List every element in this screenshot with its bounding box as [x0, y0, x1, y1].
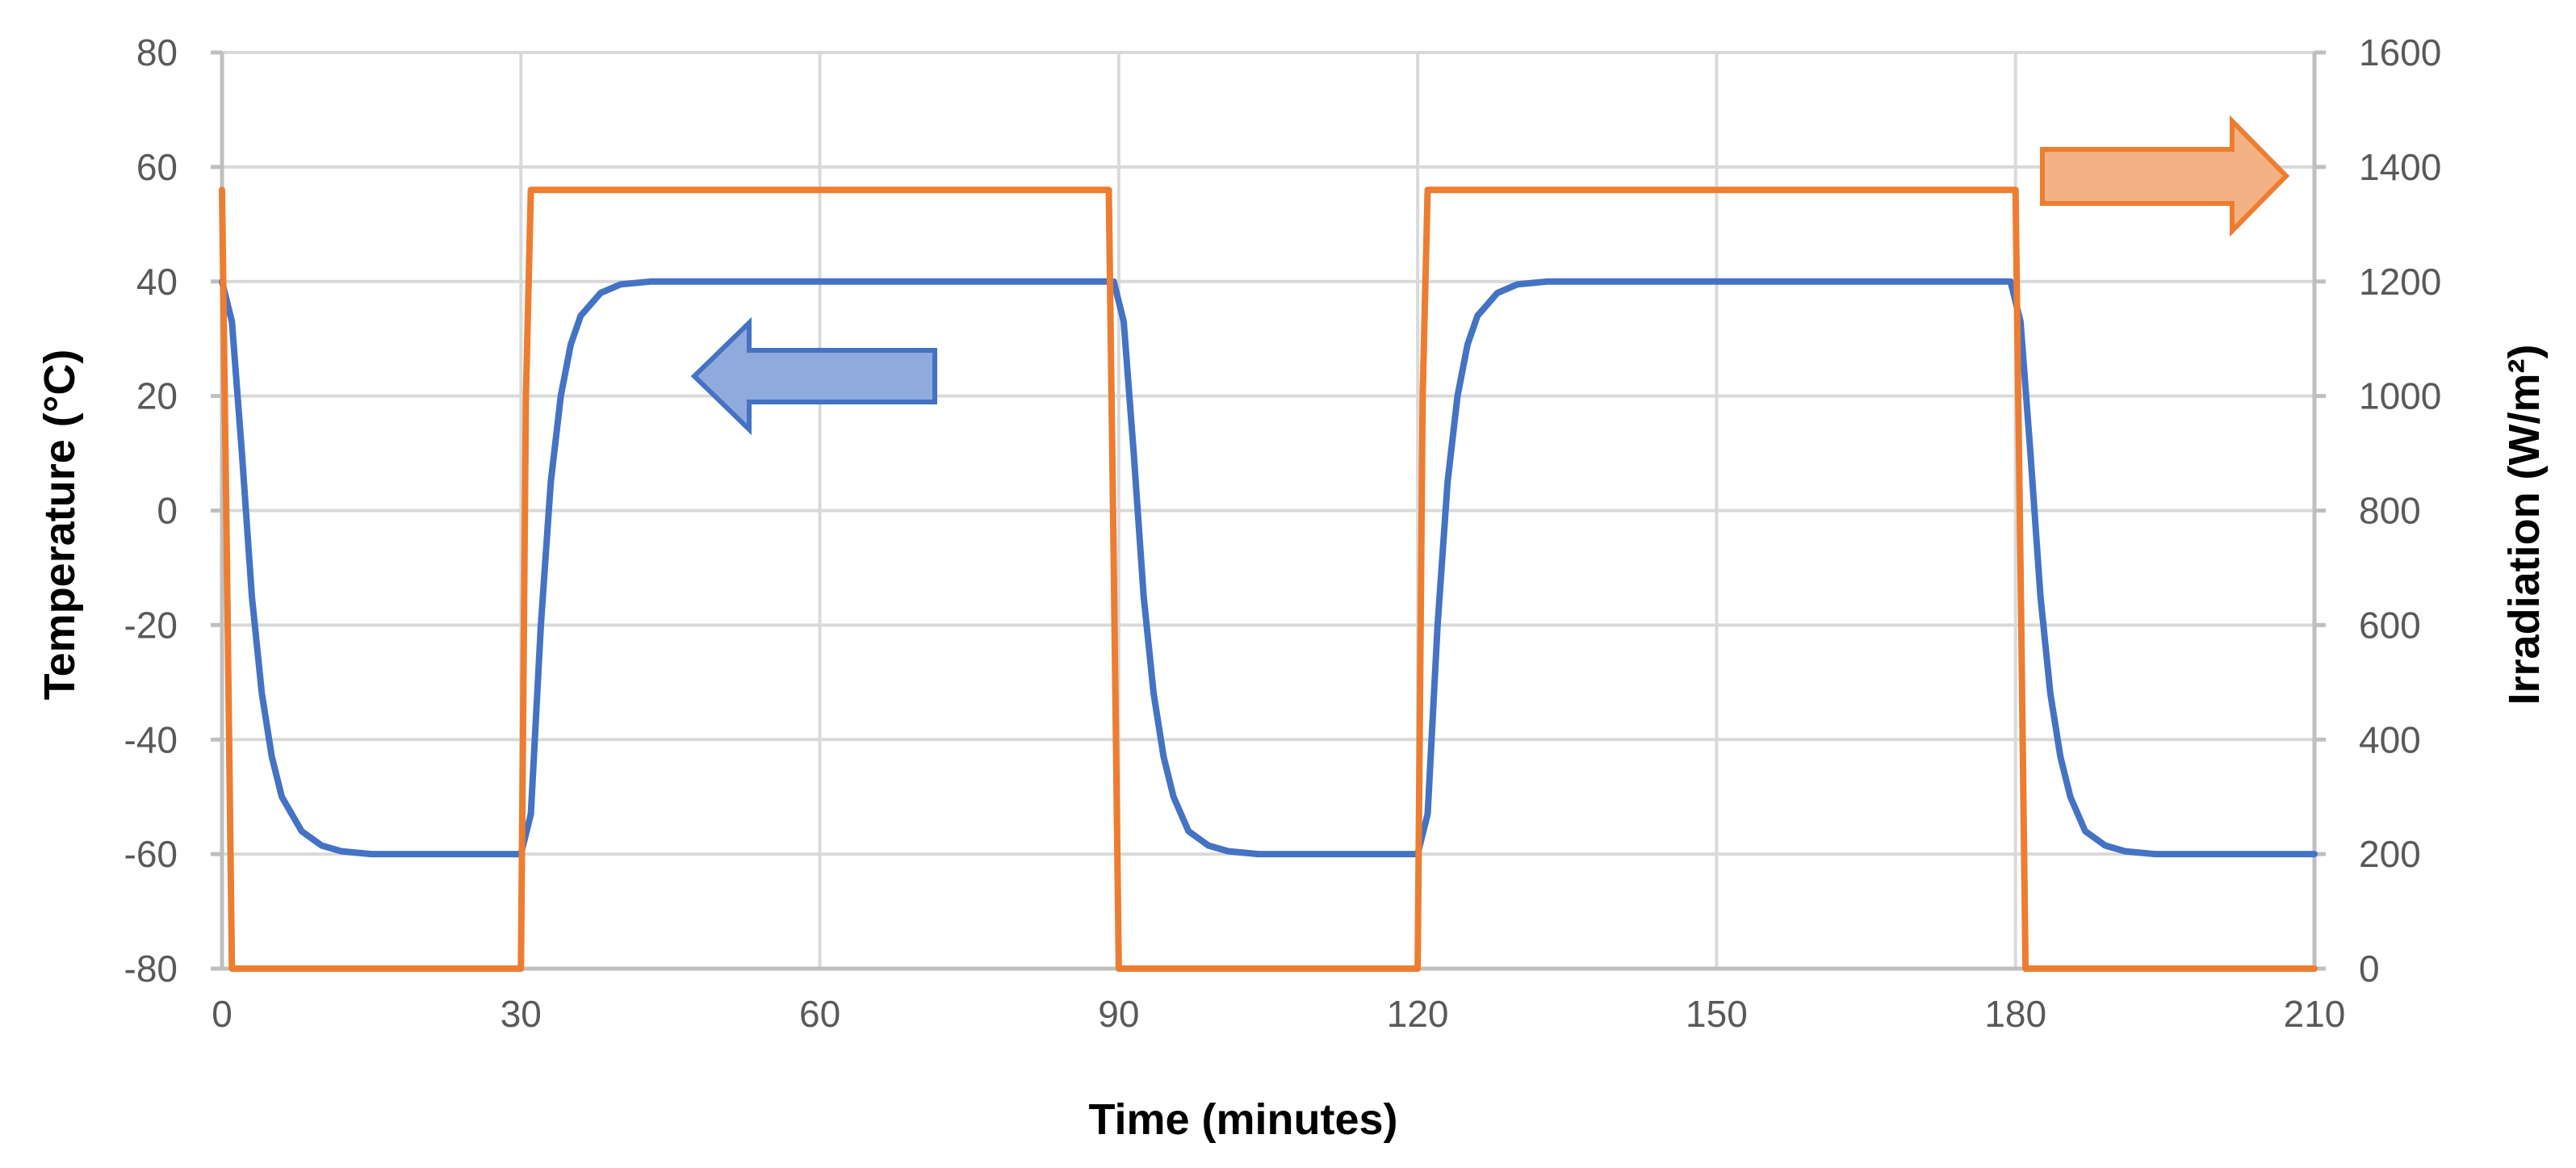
irradiation-series-line: [219, 186, 2318, 972]
y2-tick-label: 1600: [2359, 31, 2441, 73]
y2-tick-label: 800: [2359, 490, 2421, 532]
y2-axis-ticks: 0 200 400 600 800 1000 1200 1400 1600: [2359, 31, 2441, 990]
x-tick-label: 0: [212, 993, 232, 1035]
y2-tick-label: 200: [2359, 833, 2421, 875]
y2-tick-label: 600: [2359, 604, 2421, 646]
y2-tick-label: 1200: [2359, 261, 2441, 303]
x-axis-title: Time (minutes): [1088, 1095, 1397, 1144]
x-tick-label: 210: [2284, 993, 2346, 1035]
y-tick-label: 60: [136, 146, 178, 188]
right-arrow-icon: [2040, 115, 2290, 237]
grid: [211, 50, 2326, 971]
y-tick-label: 20: [136, 375, 178, 417]
x-axis-ticks: 0 30 60 90 120 150 180 210: [212, 993, 2345, 1035]
y-tick-label: -20: [124, 604, 178, 646]
x-tick-label: 180: [1984, 993, 2046, 1035]
y2-axis-title: Irradiation (W/m²): [2500, 345, 2549, 705]
y-axis-ticks: -80 -60 -40 -20 0 20 40 60 80: [124, 31, 178, 990]
y-tick-label: -80: [124, 948, 178, 990]
y2-tick-label: 1000: [2359, 375, 2441, 417]
left-arrow-icon: [690, 316, 937, 436]
y-tick-label: 40: [136, 261, 178, 303]
y2-tick-label: 1400: [2359, 146, 2441, 188]
x-tick-label: 60: [799, 993, 840, 1035]
y-axis-title: Temperature (°C): [36, 350, 84, 701]
series-group: [219, 186, 2318, 972]
x-tick-label: 120: [1387, 993, 1449, 1035]
y-tick-label: 80: [136, 31, 178, 73]
y2-tick-label: 400: [2359, 718, 2421, 760]
y-tick-label: -60: [124, 833, 178, 875]
x-tick-label: 90: [1098, 993, 1139, 1035]
x-tick-label: 150: [1686, 993, 1748, 1035]
annotations: [690, 115, 2290, 436]
x-tick-label: 30: [501, 993, 542, 1035]
y2-tick-label: 0: [2359, 948, 2380, 990]
y-tick-label: -40: [124, 718, 178, 760]
temperature-series-line: [219, 278, 2318, 858]
y-tick-label: 0: [157, 490, 178, 532]
